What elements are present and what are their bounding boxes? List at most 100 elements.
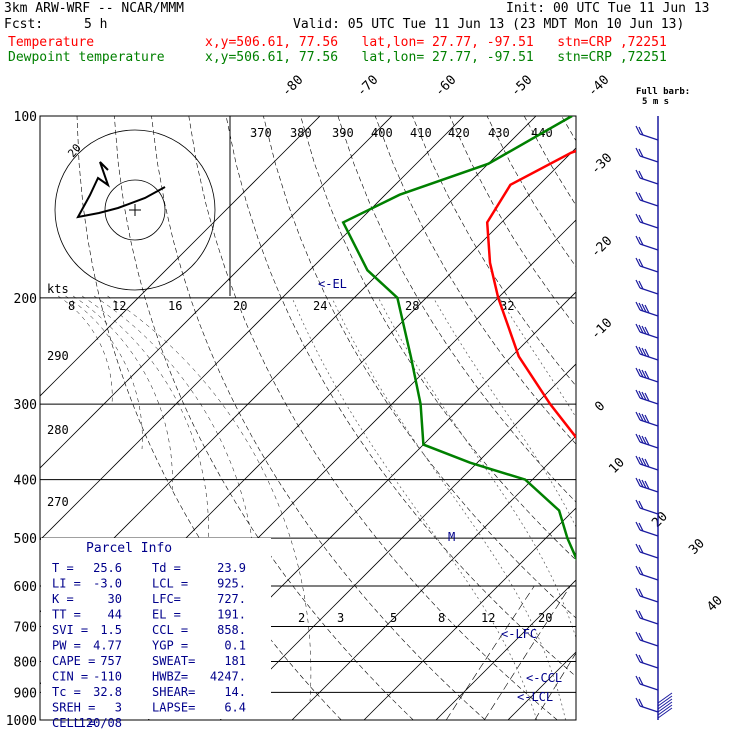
wind-barb — [635, 389, 659, 405]
isotherm-label: -70 — [354, 73, 381, 100]
parcel-info-label: CCL = — [152, 623, 188, 637]
wind-barb — [635, 125, 659, 141]
parcel-info-value: 181 — [224, 654, 246, 668]
dry-adiabat-line — [673, 116, 740, 720]
dry-adiabat-line — [523, 116, 576, 206]
parcel-info-value: 14. — [224, 685, 246, 699]
forecast-hours: 5 h — [84, 17, 108, 32]
parcel-info-label: CELL = — [52, 716, 95, 730]
isotherm-label: 10 — [606, 455, 628, 477]
parcel-info-value: 6.4 — [224, 701, 246, 715]
isotherm-label: -50 — [508, 73, 535, 100]
isotherm-line — [724, 116, 740, 720]
isotherm-label: -20 — [588, 234, 615, 261]
parcel-info-value: 1.5 — [100, 623, 122, 637]
mixing-ratio-label: 3 — [337, 611, 344, 625]
valid-time: Valid: 05 UTC Tue 11 Jun 13 (23 MDT Mon … — [293, 17, 685, 32]
parcel-info-value: 727. — [217, 592, 246, 606]
wind-barb — [635, 565, 659, 581]
parcel-info-label: Td = — [152, 561, 181, 575]
dry-adiabat-line — [300, 116, 576, 561]
hodograph-ring — [104, 179, 166, 241]
wind-barb — [635, 213, 659, 229]
dry-adiabat-label: 370 — [250, 126, 272, 140]
hodograph-trace — [76, 161, 166, 219]
pressure-tick-label: 100 — [14, 110, 37, 125]
hodograph-scale-label: 20 — [233, 299, 247, 313]
dry-adiabat-label: 400 — [371, 126, 393, 140]
dry-adiabat-line — [599, 116, 740, 720]
dewpoint-profile — [341, 116, 576, 561]
pressure-tick-label: 900 — [14, 686, 37, 701]
parcel-info-label: Tc = — [52, 685, 81, 699]
parcel-info-label: SWEAT= — [152, 654, 195, 668]
dewpoint-legend-name: Dewpoint temperature — [8, 50, 165, 65]
wind-barb — [635, 301, 659, 317]
isotherm-line — [40, 116, 393, 469]
annotation-label: <-CCL — [526, 671, 562, 685]
wind-barb — [635, 653, 659, 669]
parcel-info-value: 30 — [108, 592, 122, 606]
barb-key-units: 5 m s — [642, 97, 669, 107]
dry-adiabat-label: 420 — [448, 126, 470, 140]
pressure-tick-label: 500 — [14, 532, 37, 547]
isotherm-label: 40 — [704, 593, 726, 615]
pressure-tick-label: 200 — [14, 292, 37, 307]
dewpoint-legend-info: x,y=506.61, 77.56 lat,lon= 27.77, -97.51… — [205, 50, 667, 65]
dry-adiabat-label: 430 — [488, 126, 510, 140]
hodograph-scale-label: 28 — [405, 299, 419, 313]
hodograph-scale-label: 12 — [112, 299, 126, 313]
parcel-info-value: 3 — [115, 701, 122, 715]
isotherm-label: -30 — [588, 151, 615, 178]
parcel-info-value: 757 — [100, 654, 122, 668]
mixing-ratio-label: 5 — [390, 611, 397, 625]
parcel-info-value: 4.77 — [93, 639, 122, 653]
parcel-info-label: HWBZ= — [152, 670, 188, 684]
parcel-info-value: 858. — [217, 623, 246, 637]
hodograph-arc — [65, 295, 143, 450]
parcel-info-value: 32.8 — [93, 685, 122, 699]
wind-barb — [635, 543, 659, 559]
mixing-ratio-label: 20 — [538, 611, 552, 625]
dry-adiabat-label: 380 — [290, 126, 312, 140]
parcel-info-label: LAPSE= — [152, 701, 195, 715]
dry-adiabat-label: 390 — [332, 126, 354, 140]
parcel-info-label: LCL = — [152, 577, 188, 591]
isotherm-line — [219, 363, 576, 720]
wind-barb — [635, 279, 659, 295]
dry-adiabat-line — [151, 116, 486, 720]
dry-adiabat-label: 280 — [47, 423, 69, 437]
wind-barb — [635, 455, 659, 471]
parcel-info-label: T = — [52, 561, 74, 575]
isotherm-label: -60 — [432, 73, 459, 100]
hodograph-scale-label: 16 — [168, 299, 182, 313]
wind-barb — [657, 695, 673, 707]
pressure-tick-label: 800 — [14, 655, 37, 670]
parcel-info-label: CAPE = — [52, 654, 95, 668]
wind-barb — [635, 323, 659, 339]
hodograph-scale-label: 8 — [68, 299, 75, 313]
pressure-tick-label: 700 — [14, 620, 37, 635]
pressure-tick-label: 600 — [14, 580, 37, 595]
moist-adiabat-line — [378, 297, 576, 639]
parcel-info-title: Parcel Info — [86, 541, 172, 556]
wind-barb — [657, 707, 673, 719]
dry-adiabat-label: 290 — [47, 349, 69, 363]
isotherm-line — [652, 116, 740, 720]
parcel-info-label: TT = — [52, 608, 81, 622]
dry-adiabat-line — [337, 116, 576, 503]
parcel-info-value: 4247. — [210, 670, 246, 684]
hodograph-arc — [72, 295, 173, 495]
parcel-info-label: LI = — [52, 577, 81, 591]
parcel-info-value: 191. — [217, 608, 246, 622]
wind-barb — [635, 257, 659, 273]
isotherm-line — [40, 116, 321, 397]
parcel-info-value: 925. — [217, 577, 246, 591]
parcel-info-label: SHEAR= — [152, 685, 195, 699]
pressure-tick-label: 300 — [14, 398, 37, 413]
parcel-info-value: 0.1 — [224, 639, 246, 653]
dry-adiabat-line — [263, 116, 576, 619]
wind-barb — [635, 367, 659, 383]
isotherm-label: 30 — [686, 536, 708, 558]
